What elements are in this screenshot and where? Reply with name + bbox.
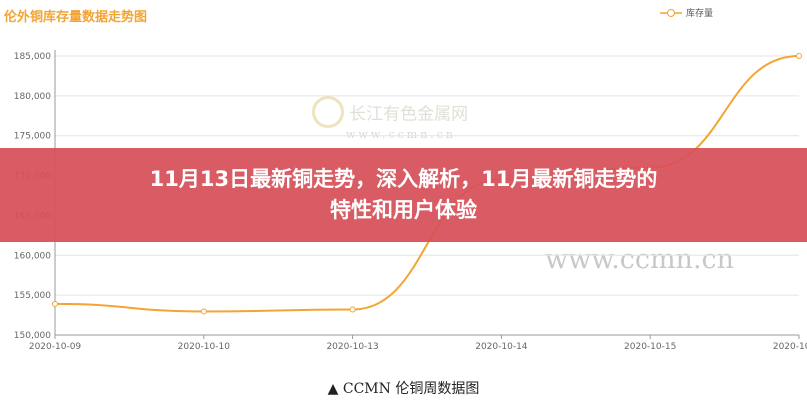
x-tick-label: 2020-10-16	[773, 342, 807, 352]
y-tick-label: 180,000	[14, 92, 51, 102]
legend-line-marker-icon	[660, 8, 682, 17]
line-chart: 150,000155,000160,000165,000170,000175,0…	[14, 50, 807, 352]
x-tick-label: 2020-10-09	[29, 342, 82, 352]
figure-caption: ▲ CCMN 伦铜周数据图	[327, 381, 480, 397]
x-tick-label: 2020-10-14	[475, 342, 528, 352]
data-point	[200, 308, 207, 315]
y-tick-label: 160,000	[14, 251, 51, 261]
chart-title: 伦外铜库存量数据走势图	[4, 10, 148, 25]
data-point	[349, 306, 356, 313]
y-tick-label: 185,000	[14, 52, 51, 62]
legend-label: 库存量	[686, 9, 714, 19]
x-tick-label: 2020-10-13	[326, 342, 378, 352]
headline-line-2: 特性和用户体验	[330, 198, 477, 222]
watermark-logo: 长江有色金属网 www.ccmn.cn	[312, 96, 468, 141]
headline-banner: 11月13日最新铜走势，深入解析，11月最新铜走势的 特性和用户体验	[0, 148, 807, 242]
x-tick-label: 2020-10-15	[624, 342, 676, 352]
data-point	[52, 300, 58, 307]
y-tick-label: 150,000	[14, 331, 51, 341]
watermark-url: www.ccmn.cn	[545, 244, 735, 275]
y-tick-label: 155,000	[14, 291, 51, 301]
x-tick-label: 2020-10-10	[178, 342, 231, 352]
y-tick-label: 175,000	[14, 132, 51, 142]
legend[interactable]: 库存量	[660, 6, 713, 19]
headline-line-1: 11月13日最新铜走势，深入解析，11月最新铜走势的	[149, 167, 658, 191]
data-point	[796, 53, 802, 59]
